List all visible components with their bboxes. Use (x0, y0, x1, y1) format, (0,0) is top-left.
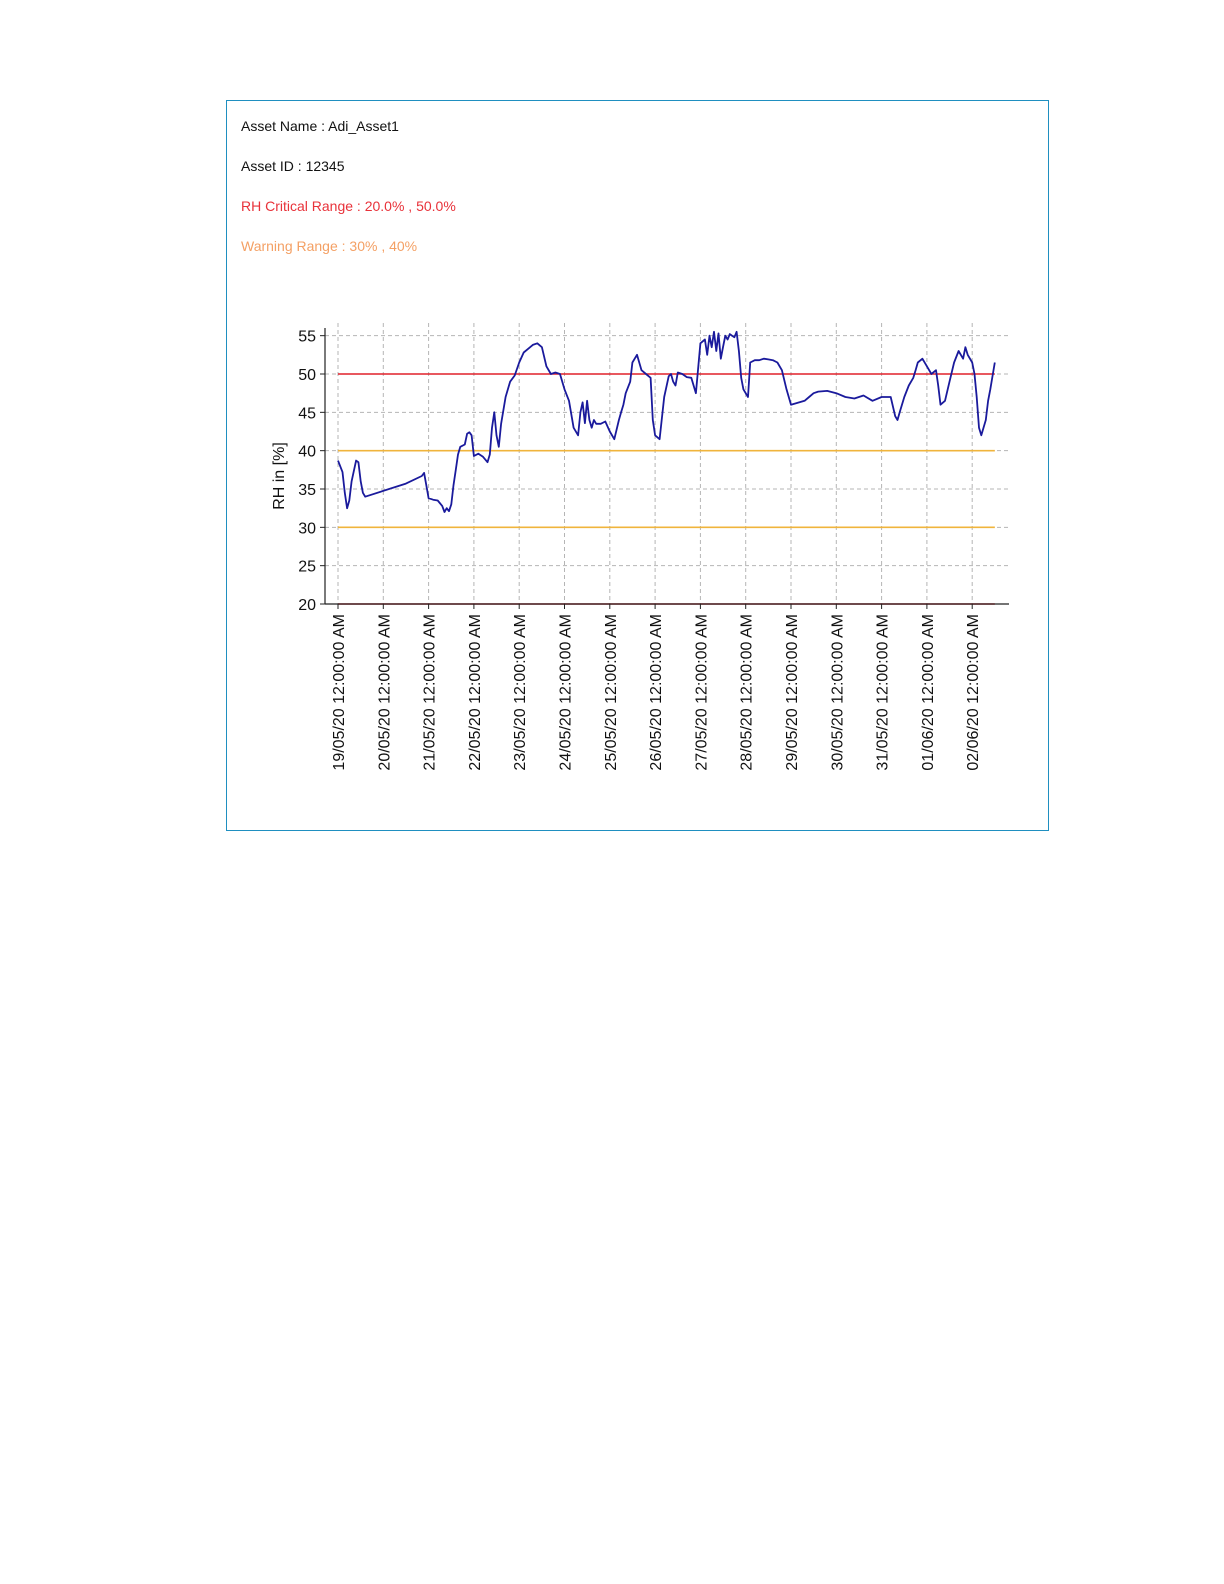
rh-line-chart: 20 25 30 35 40 45 50 55 19/05/20 12:00:00 AM 20/… (271, 323, 1009, 771)
x-tick-label: 23/05/20 12:00:00 AM (512, 614, 529, 771)
series-layer (337, 330, 996, 513)
x-tick-label: 01/06/20 12:00:00 AM (920, 614, 937, 771)
x-tick-label: 26/05/20 12:00:00 AM (648, 614, 665, 771)
x-tick-label: 30/05/20 12:00:00 AM (829, 614, 846, 771)
asset-name-label: Asset Name : Adi_Asset1 (241, 118, 399, 134)
x-tick-label: 29/05/20 12:00:00 AM (784, 614, 801, 771)
x-tick-label: 02/06/20 12:00:00 AM (965, 614, 982, 771)
axes (320, 328, 1009, 609)
report-frame: Asset Name : Adi_Asset1 Asset ID : 12345… (226, 100, 1049, 831)
y-tick-label: 20 (298, 597, 316, 614)
x-tick-label: 25/05/20 12:00:00 AM (603, 614, 620, 771)
x-tick-label: 21/05/20 12:00:00 AM (422, 614, 439, 771)
x-tick-label: 27/05/20 12:00:00 AM (693, 614, 710, 771)
grid-layer (325, 323, 1009, 605)
y-tick-label: 30 (298, 520, 316, 537)
critical-range-label: RH Critical Range : 20.0% , 50.0% (241, 198, 456, 214)
x-tick-label: 19/05/20 12:00:00 AM (331, 614, 348, 771)
rh-series-line (337, 330, 996, 513)
y-tick-label: 35 (298, 482, 316, 499)
x-tick-labels: 19/05/20 12:00:00 AM 20/05/20 12:00:00 AM… (331, 614, 982, 771)
x-tick-label: 22/05/20 12:00:00 AM (467, 614, 484, 771)
y-axis-title: RH in [%] (271, 442, 288, 510)
y-tick-labels: 20 25 30 35 40 45 50 55 (298, 329, 316, 614)
x-tick-label: 28/05/20 12:00:00 AM (739, 614, 756, 771)
x-tick-label: 24/05/20 12:00:00 AM (558, 614, 575, 771)
y-tick-label: 55 (298, 329, 316, 346)
reference-lines (338, 373, 995, 605)
asset-id-label: Asset ID : 12345 (241, 158, 345, 174)
warning-range-label: Warning Range : 30% , 40% (241, 238, 418, 254)
y-tick-label: 45 (298, 405, 316, 422)
y-tick-label: 40 (298, 444, 316, 461)
x-tick-label: 20/05/20 12:00:00 AM (376, 614, 393, 771)
x-tick-label: 31/05/20 12:00:00 AM (875, 614, 892, 771)
y-tick-label: 25 (298, 559, 316, 576)
y-tick-label: 50 (298, 367, 316, 384)
